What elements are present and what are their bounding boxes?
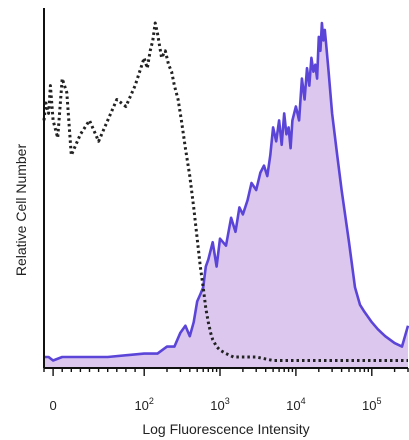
x-tick-label: 102 <box>134 396 153 413</box>
axes <box>43 8 408 369</box>
x-axis-title: Log Fluorescence Intensity <box>142 421 309 437</box>
series-0-line <box>44 21 409 362</box>
x-tick-label: 103 <box>210 396 229 413</box>
series-0-area <box>44 23 408 367</box>
series-1-dotted-line <box>42 21 408 362</box>
y-axis-title: Relative Cell Number <box>13 144 29 277</box>
x-ticks: 0 102 103 104 105 <box>43 368 409 413</box>
x-tick-label: 104 <box>286 396 305 413</box>
x-tick-label: 0 <box>49 398 56 413</box>
x-tick-label: 105 <box>362 396 381 413</box>
plot-area <box>42 21 409 367</box>
